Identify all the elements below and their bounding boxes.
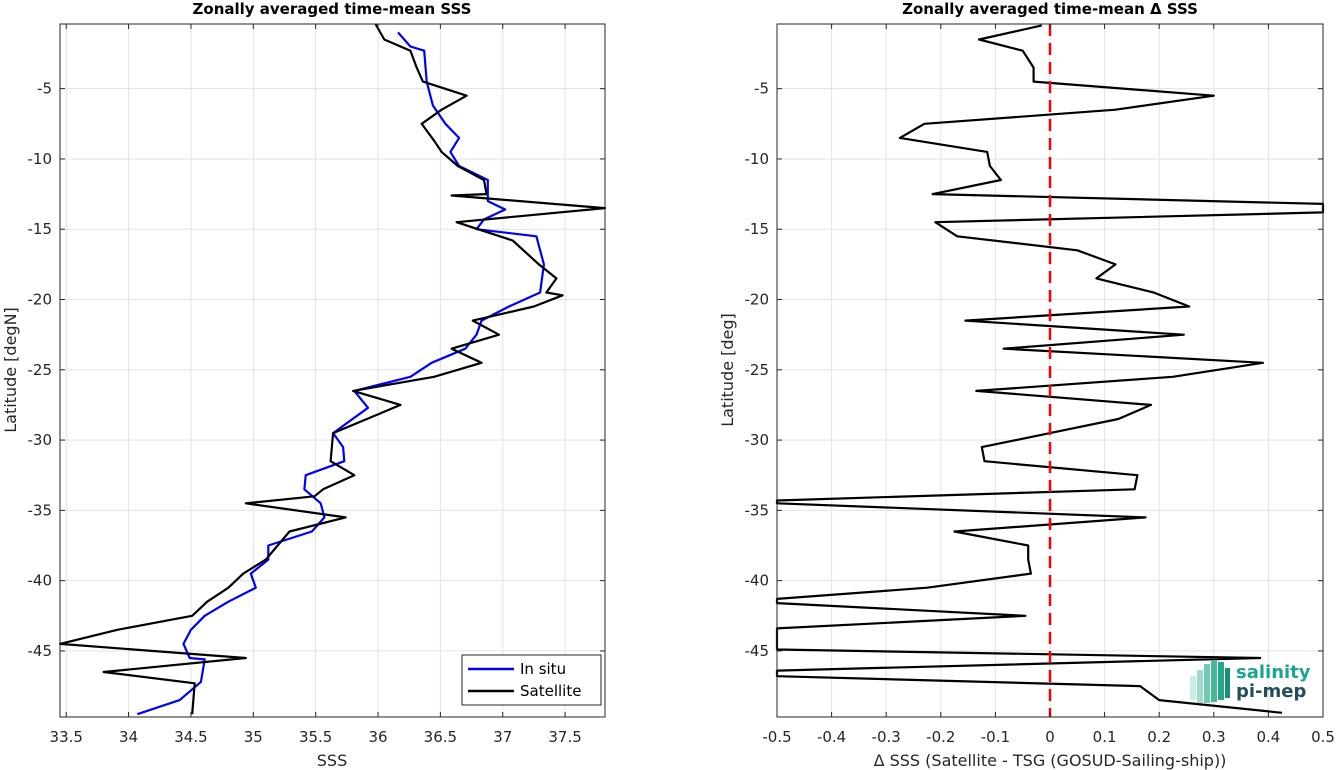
left-x-tick-label: 34 <box>119 728 138 746</box>
right-x-tick-label: 0.3 <box>1202 728 1226 746</box>
left-plot-area <box>60 24 605 717</box>
legend: In situ Satellite <box>461 654 602 706</box>
right-y-axis-label: Latitude [deg] <box>718 313 737 427</box>
left-ticks: 33.5 34 34.5 35 35.5 36 36.5 37 37.5 -5 -10 -15 -20 -… <box>28 24 605 746</box>
left-y-axis-label: Latitude [degN] <box>1 307 20 433</box>
right-x-tick-label: 0.4 <box>1256 728 1280 746</box>
left-y-tick-label: -30 <box>28 431 53 449</box>
left-chart-panel: 33.5 34 34.5 35 35.5 36 36.5 37 37.5 -5 -10 -15 -20 -… <box>1 0 607 770</box>
right-x-tick-label: -0.2 <box>926 728 955 746</box>
right-x-tick-label: 0.1 <box>1093 728 1117 746</box>
left-series-layer <box>58 23 607 716</box>
right-y-tick-label: -5 <box>754 80 769 98</box>
right-chart-title: Zonally averaged time-mean Δ SSS <box>902 0 1198 18</box>
right-series-layer <box>775 24 1325 717</box>
logo-text-pi-mep: pi-mep <box>1236 681 1306 702</box>
right-x-tick-label: 0.2 <box>1147 728 1171 746</box>
right-y-tick-label: -25 <box>745 361 770 379</box>
right-x-tick-label: -0.5 <box>762 728 791 746</box>
left-y-tick-label: -25 <box>28 361 53 379</box>
right-x-tick-label: 0.5 <box>1311 728 1335 746</box>
left-x-tick-label: 36.5 <box>424 728 457 746</box>
left-chart-title: Zonally averaged time-mean SSS <box>193 0 472 18</box>
right-x-axis-label: Δ SSS (Satellite - TSG (GOSUD-Sailing-sh… <box>874 751 1227 770</box>
left-series-line-in-situ <box>136 31 546 716</box>
legend-box <box>461 654 602 706</box>
right-y-tick-label: -35 <box>745 501 770 519</box>
left-y-tick-label: -5 <box>37 80 52 98</box>
left-x-tick-label: 37 <box>493 728 512 746</box>
left-y-tick-label: -35 <box>28 501 53 519</box>
left-y-tick-label: -45 <box>28 642 53 660</box>
left-x-tick-label: 35.5 <box>299 728 332 746</box>
left-x-axis-label: SSS <box>317 751 347 770</box>
logo-wave-icon <box>1190 660 1230 703</box>
legend-label-satellite: Satellite <box>520 682 581 700</box>
left-series-line-satellite <box>58 23 607 715</box>
right-series-line-delta-sss <box>775 24 1325 714</box>
left-y-tick-label: -20 <box>28 291 53 309</box>
left-y-tick-label: -40 <box>28 572 53 590</box>
right-chart-panel: -0.5 -0.4 -0.3 -0.2 -0.1 0 0.1 0.2 0.3 0.4 0.5 -5 -1… <box>718 0 1335 770</box>
left-y-tick-label: -10 <box>28 150 53 168</box>
legend-label-in-situ: In situ <box>520 660 566 678</box>
right-y-tick-label: -45 <box>745 642 770 660</box>
left-x-tick-label: 35 <box>244 728 263 746</box>
right-x-tick-label: 0 <box>1045 728 1055 746</box>
right-x-tick-label: -0.1 <box>981 728 1010 746</box>
left-x-tick-label: 36 <box>368 728 387 746</box>
left-x-tick-label: 37.5 <box>548 728 581 746</box>
logo-text-salinity: salinity <box>1236 662 1311 683</box>
right-ticks: -0.5 -0.4 -0.3 -0.2 -0.1 0 0.1 0.2 0.3 0.4 0.5 -5 -1… <box>745 24 1335 746</box>
left-grid <box>60 24 605 717</box>
right-grid <box>776 24 1324 717</box>
right-y-tick-label: -15 <box>745 220 770 238</box>
right-x-tick-label: -0.3 <box>872 728 901 746</box>
right-y-tick-label: -20 <box>745 291 770 309</box>
left-axes-box <box>59 23 606 718</box>
left-x-tick-label: 34.5 <box>174 728 207 746</box>
right-y-tick-label: -10 <box>745 150 770 168</box>
left-y-tick-label: -15 <box>28 220 53 238</box>
right-y-tick-label: -40 <box>745 572 770 590</box>
left-x-tick-label: 33.5 <box>50 728 83 746</box>
right-y-tick-label: -30 <box>745 431 770 449</box>
salinity-pi-mep-logo: salinity pi-mep <box>1190 660 1311 703</box>
right-x-tick-label: -0.4 <box>817 728 846 746</box>
